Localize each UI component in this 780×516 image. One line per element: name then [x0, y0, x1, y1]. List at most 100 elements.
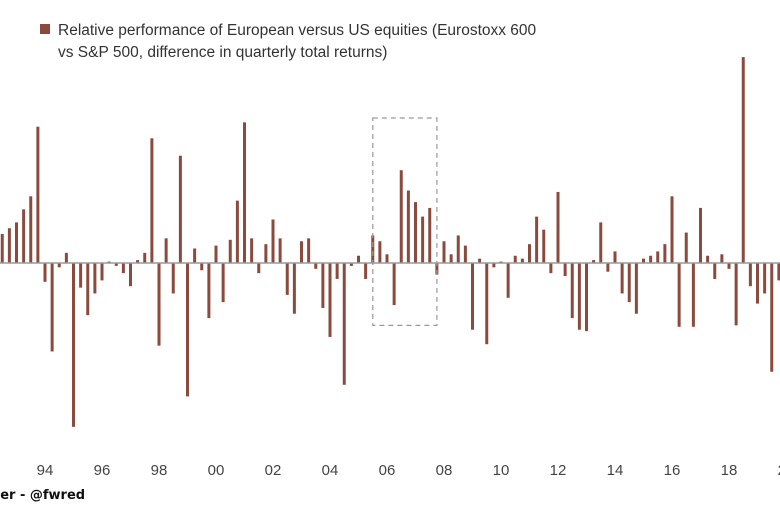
x-tick-label: 10: [493, 462, 510, 479]
bar: [421, 216, 425, 263]
bar: [556, 191, 560, 263]
bar: [271, 219, 275, 263]
bar-series: [0, 57, 780, 427]
bar: [677, 263, 681, 327]
bar: [756, 263, 759, 304]
bar: [207, 263, 211, 319]
bar: [214, 245, 218, 263]
bar: [535, 216, 539, 263]
bar: [770, 263, 774, 372]
bar: [485, 263, 489, 345]
bar: [292, 263, 296, 314]
bar: [392, 263, 396, 306]
bar: [235, 200, 239, 263]
bar: [720, 254, 724, 263]
bar: [143, 252, 147, 263]
bar: [428, 207, 432, 263]
bar: [93, 263, 97, 294]
bar: [150, 138, 154, 263]
bar: [727, 263, 731, 269]
bar: [228, 239, 232, 263]
x-tick-label: 12: [550, 462, 567, 479]
bar: [378, 241, 382, 263]
source-credit: ter - @fwred: [0, 488, 86, 503]
bar: [321, 263, 325, 308]
bar: [129, 263, 132, 287]
bar: [29, 196, 33, 263]
bar: [449, 254, 453, 263]
bar: [364, 263, 368, 279]
bar: [50, 263, 54, 352]
x-tick-label: 02: [265, 462, 282, 479]
bar: [520, 258, 524, 263]
bar: [656, 251, 660, 263]
bar: [670, 196, 674, 263]
bar: [542, 229, 546, 263]
bar: [549, 263, 553, 274]
bar: [72, 263, 75, 427]
bar: [763, 263, 767, 294]
x-tick-label: 14: [607, 462, 624, 479]
bar: [471, 263, 474, 330]
bar: [777, 263, 780, 281]
bar: [221, 263, 225, 303]
bar: [357, 255, 360, 263]
bar: [442, 241, 446, 263]
bar: [506, 263, 510, 298]
bar: [307, 238, 311, 263]
bar: [178, 155, 182, 263]
bar: [463, 245, 467, 263]
bar: [171, 263, 175, 294]
x-tick-label: 96: [94, 462, 111, 479]
bar: [79, 263, 83, 288]
bar: [435, 263, 439, 275]
bar: [114, 263, 118, 266]
legend-label-line1: Relative performance of European versus …: [58, 22, 537, 39]
bar: [414, 202, 417, 263]
bar: [492, 263, 496, 268]
bar: [478, 258, 482, 263]
x-tick-label: 98: [151, 462, 168, 479]
bar: [328, 263, 332, 337]
x-tick-label: 20: [778, 462, 780, 479]
bar: [157, 263, 161, 346]
bar: [563, 263, 567, 277]
x-tick-label: 08: [436, 462, 453, 479]
bar: [748, 263, 752, 287]
bar: [606, 263, 610, 272]
bar: [64, 252, 68, 263]
bar: [684, 232, 688, 263]
bar: [300, 241, 303, 263]
bar: [406, 190, 410, 263]
bar: [620, 263, 624, 294]
bar: [15, 222, 18, 263]
legend-swatch: [40, 24, 50, 34]
bar: [456, 235, 460, 263]
bar: [136, 260, 140, 263]
bar: [200, 263, 204, 271]
bar: [314, 263, 318, 269]
bar: [193, 248, 197, 263]
bar: [121, 263, 125, 274]
legend-label-line2: vs S&P 500, difference in quarterly tota…: [58, 44, 388, 61]
bar: [713, 263, 717, 279]
bar: [399, 170, 403, 263]
bar: [257, 263, 261, 274]
highlight-box: [372, 117, 438, 326]
bar: [57, 263, 61, 268]
bar: [36, 126, 40, 263]
bar: [349, 263, 353, 266]
bar: [335, 263, 339, 279]
x-tick-label: 00: [208, 462, 225, 479]
bar: [285, 263, 289, 295]
bar: [243, 122, 246, 263]
bar: [7, 228, 11, 263]
bar: [86, 263, 90, 316]
bar: [278, 238, 282, 263]
bar: [642, 258, 645, 263]
bar: [599, 222, 603, 263]
bar: [634, 263, 638, 314]
bar: [741, 57, 745, 263]
bar: [0, 234, 4, 263]
